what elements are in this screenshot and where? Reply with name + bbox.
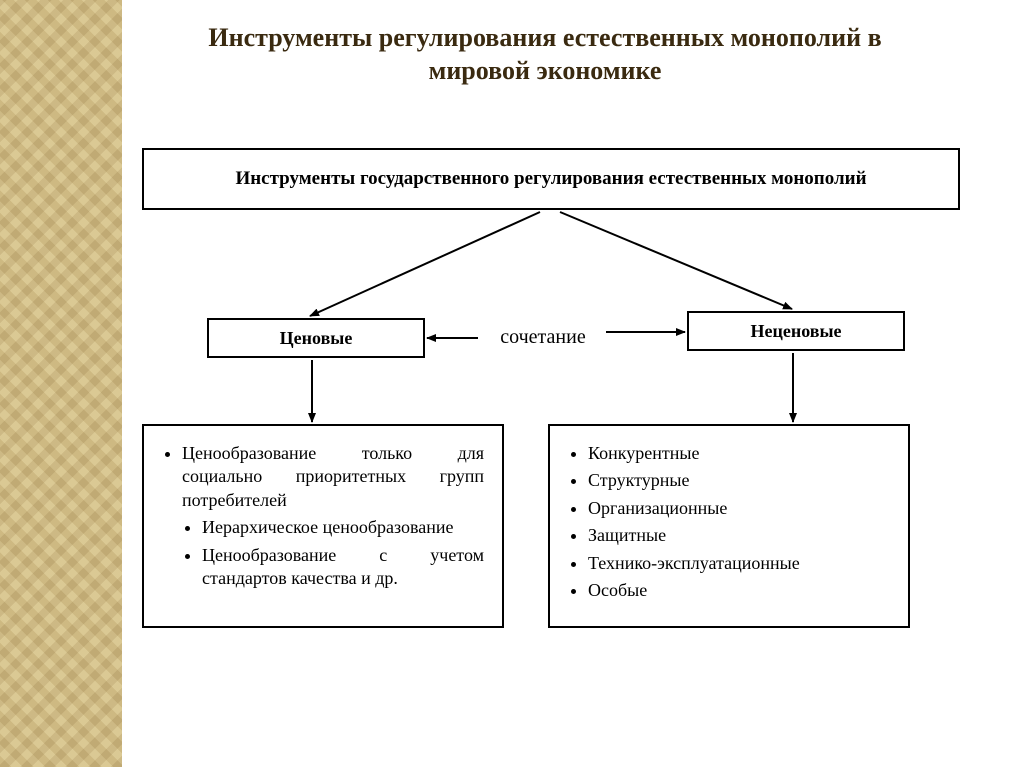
arrows-layer bbox=[0, 0, 1024, 767]
arrow-root-to-left bbox=[310, 212, 540, 316]
list-item: Структурные bbox=[588, 469, 890, 492]
list-item: Ценообразование с учетом стандартов каче… bbox=[202, 544, 484, 591]
list-item: Технико-эксплуатационные bbox=[588, 552, 890, 575]
bullets-nonprice: Конкурентные Структурные Организационные За… bbox=[548, 424, 910, 628]
category-box-price: Ценовые bbox=[207, 318, 425, 358]
category-label-nonprice: Неценовые bbox=[750, 321, 841, 342]
combination-label: сочетание bbox=[478, 326, 608, 349]
arrow-root-to-right bbox=[560, 212, 792, 309]
root-box-label: Инструменты государственного регулирован… bbox=[235, 168, 866, 190]
list-item: Ценообразование только для социально при… bbox=[182, 442, 484, 512]
list-item: Конкурентные bbox=[588, 442, 890, 465]
list-item: Защитные bbox=[588, 524, 890, 547]
category-label-price: Ценовые bbox=[280, 328, 353, 349]
list-item: Организационные bbox=[588, 497, 890, 520]
bullets-price: Ценообразование только для социально при… bbox=[142, 424, 504, 628]
decorative-sidebar bbox=[0, 0, 122, 767]
page-title: Инструменты регулирования естественных м… bbox=[155, 22, 935, 87]
root-box: Инструменты государственного регулирован… bbox=[142, 148, 960, 210]
category-box-nonprice: Неценовые bbox=[687, 311, 905, 351]
list-item: Особые bbox=[588, 579, 890, 602]
list-item: Иерархическое ценообразование bbox=[202, 516, 484, 539]
